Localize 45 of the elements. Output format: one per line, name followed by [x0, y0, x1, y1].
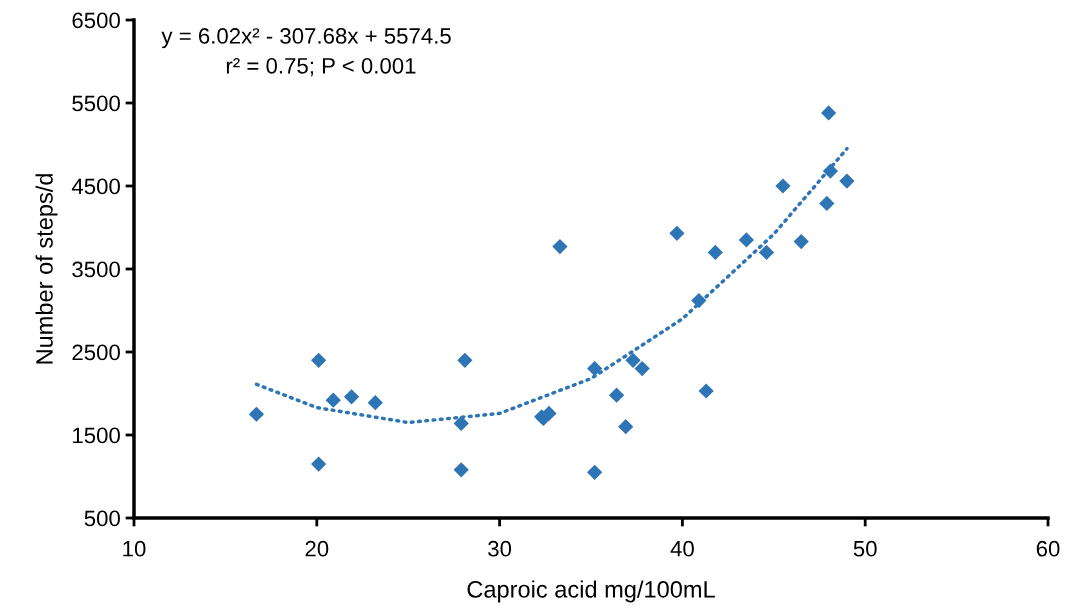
point: [839, 173, 855, 189]
point: [311, 352, 327, 368]
point: [325, 392, 341, 408]
point: [707, 244, 723, 261]
point: [457, 352, 473, 368]
x-tick-label: 10: [123, 540, 146, 557]
point: [634, 360, 650, 377]
point: [587, 360, 603, 377]
point: [822, 163, 839, 179]
point: [691, 292, 707, 309]
point: [821, 105, 837, 121]
x-axis-title: Caproic acid mg/100mL: [467, 580, 715, 603]
y-tick-label: 1500: [73, 427, 120, 444]
y-tick-label: 2500: [72, 344, 120, 361]
x-tick-label: 40: [670, 540, 694, 557]
y-tick-label: 4500: [71, 178, 120, 195]
y-axis-title: Number of steps/d: [35, 174, 58, 364]
x-tick-label: 50: [853, 540, 877, 557]
point: [453, 415, 469, 431]
x-tick-label: 20: [305, 540, 329, 557]
x-tick-label: 30: [488, 540, 512, 557]
y-tick-label: 5500: [72, 95, 120, 112]
point: [453, 462, 469, 478]
point: [738, 232, 754, 248]
point: [793, 234, 809, 250]
point: [311, 456, 327, 472]
y-tick-label: 500: [84, 510, 120, 527]
point: [618, 419, 634, 435]
point: [343, 389, 360, 405]
x-tick-label: 60: [1036, 540, 1060, 557]
point: [587, 464, 603, 480]
point: [367, 395, 383, 411]
y-tick-label: 6500: [72, 12, 120, 29]
point: [669, 225, 685, 241]
annotation: y = 6.02x² - 307.68x + 5574.5: [161, 28, 451, 49]
y-tick-label: 3500: [72, 261, 120, 278]
point: [698, 383, 714, 399]
point: [775, 178, 791, 194]
annotation: r² = 0.75; P < 0.001: [226, 57, 416, 77]
point: [608, 387, 625, 403]
point: [248, 406, 265, 422]
point: [552, 238, 568, 255]
point: [758, 244, 775, 261]
point: [625, 352, 641, 368]
point: [819, 195, 835, 212]
